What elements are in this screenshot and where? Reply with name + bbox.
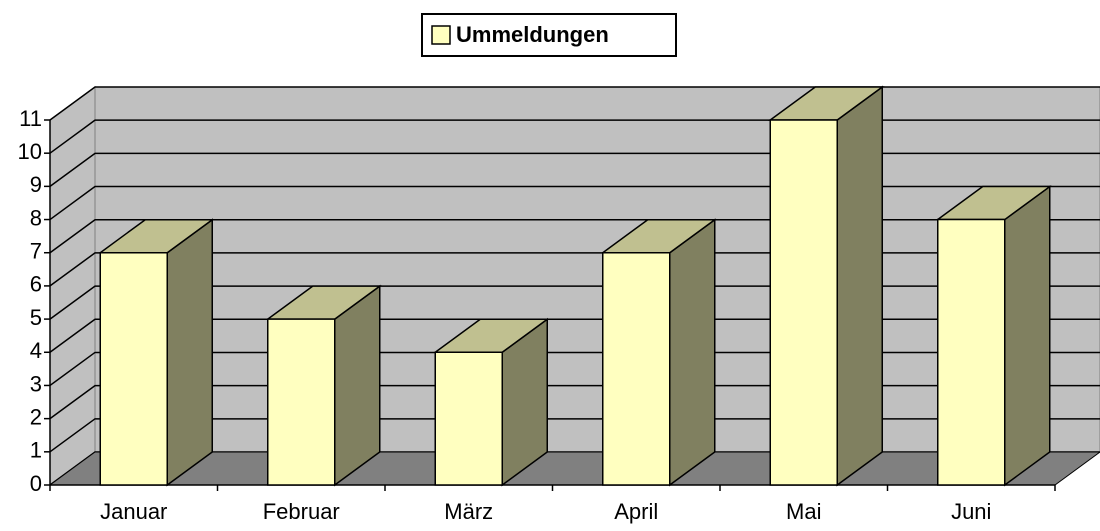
- x-tick-label: Mai: [786, 499, 821, 524]
- bar: [97, 218, 215, 487]
- bar: [935, 185, 1053, 487]
- y-tick-label: 8: [30, 205, 42, 230]
- y-tick-label: 1: [30, 438, 42, 463]
- y-tick-label: 0: [30, 471, 42, 496]
- bar-side: [669, 218, 716, 487]
- grid-line: [49, 418, 1100, 453]
- bar: [432, 317, 550, 487]
- y-tick-label: 11: [19, 106, 42, 131]
- bar-side: [166, 218, 213, 487]
- grid-line: [49, 185, 1100, 221]
- x-tick-label: Juni: [951, 499, 991, 524]
- y-tick-label: 3: [30, 371, 42, 396]
- x-tick-label: März: [444, 499, 493, 524]
- grid-line: [49, 318, 1100, 353]
- y-tick-label: 10: [18, 139, 42, 164]
- bar: [767, 85, 885, 487]
- bar-front: [937, 218, 1006, 486]
- bar: [265, 284, 383, 487]
- bar-side: [836, 85, 883, 487]
- bar-front: [434, 351, 503, 486]
- legend-label: Ummeldungen: [456, 22, 609, 47]
- y-tick-label: 2: [30, 404, 42, 429]
- grid-line: [49, 384, 1100, 420]
- y-tick-label: 9: [30, 172, 42, 197]
- grid-line: [49, 218, 1100, 254]
- legend: [421, 13, 677, 57]
- legend-swatch: [431, 25, 451, 45]
- bar-side: [1004, 185, 1051, 487]
- bar-front: [769, 119, 838, 486]
- grid-line: [49, 252, 1100, 287]
- grid-line: [49, 351, 1100, 387]
- y-tick-label: 5: [30, 305, 42, 330]
- grid-line: [49, 152, 1100, 187]
- bar: [600, 218, 718, 487]
- y-tick-label: 4: [30, 338, 42, 363]
- y-tick-label: 6: [30, 272, 42, 297]
- y-tick-label: 7: [30, 239, 42, 264]
- bar-front: [602, 251, 671, 486]
- grid-line: [49, 86, 1100, 121]
- x-tick-label: Januar: [100, 499, 167, 524]
- grid-line: [49, 119, 1100, 154]
- grid-line: [49, 285, 1100, 320]
- x-tick-label: April: [614, 499, 658, 524]
- bar-front: [99, 251, 168, 486]
- x-tick-label: Februar: [263, 499, 340, 524]
- bar-side: [334, 284, 381, 487]
- bar-front: [267, 318, 336, 486]
- side-wall: [49, 86, 96, 486]
